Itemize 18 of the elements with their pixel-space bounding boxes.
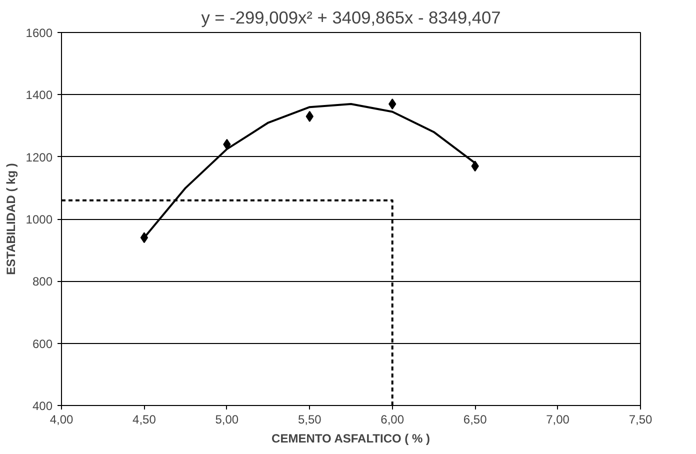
- y-axis-title: ESTABILIDAD ( kg ): [4, 163, 18, 275]
- y-tick-label: 600: [32, 336, 53, 351]
- y-tick-label: 800: [32, 274, 53, 289]
- x-tick-label: 4,00: [50, 412, 74, 426]
- x-tick-label: 5,00: [215, 412, 239, 426]
- x-axis-title: CEMENTO ASFALTICO ( % ): [272, 432, 430, 446]
- x-tick-label: 6,50: [463, 412, 488, 426]
- y-tick-label: 1400: [26, 88, 53, 102]
- x-tick-label: 4,50: [132, 412, 156, 426]
- y-tick-label: 1200: [26, 150, 53, 164]
- x-tick-label: 7,00: [546, 412, 570, 426]
- y-tick-label: 1600: [26, 26, 53, 40]
- chart-title: y = -299,009x² + 3409,865x - 8349,407: [201, 8, 501, 28]
- x-tick-label: 6,00: [380, 412, 404, 426]
- x-tick-label: 7,50: [628, 412, 653, 426]
- x-tick-label: 5,50: [298, 412, 322, 426]
- y-tick-label: 1000: [26, 212, 53, 226]
- y-tick-label: 400: [32, 399, 53, 413]
